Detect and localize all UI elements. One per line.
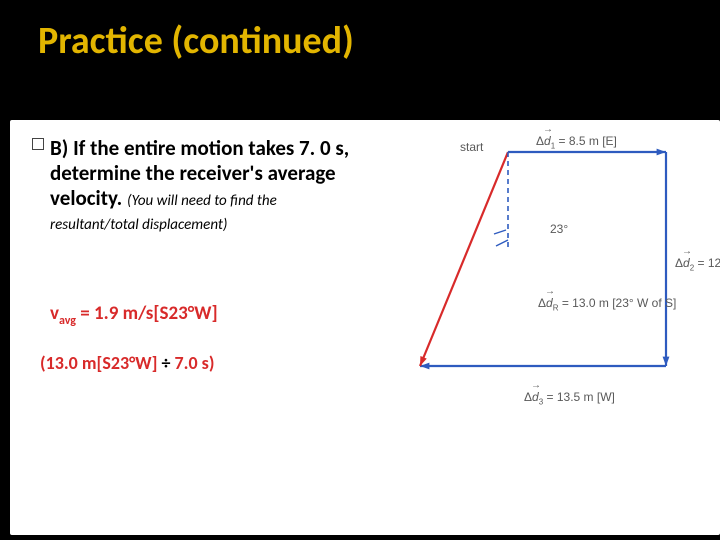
dR-label: Δd→R = 13.0 m [23° W of S]	[538, 296, 676, 312]
slide: Practice (continued) B) If the entire mo…	[0, 0, 720, 540]
bullet-text: B) If the entire motion takes 7. 0 s, de…	[50, 136, 366, 235]
start-label: start	[460, 140, 483, 154]
calc-open: (13.0 m[S23°W]	[40, 352, 157, 374]
vector-diagram: start 23° Δd→1 = 8.5 m [E] Δd→2 = 12.0 m…	[390, 126, 710, 436]
d2-label: Δd→2 = 12.0 m [S]	[675, 256, 720, 272]
calc-close: 7.0 s)	[175, 352, 215, 374]
angle-label: 23°	[550, 222, 568, 236]
vavg-value: = 1.9 m/s[S23°W]	[76, 302, 218, 325]
d1-label: Δd→1 = 8.5 m [E]	[536, 134, 617, 150]
square-bullet-icon	[32, 138, 44, 150]
dR-val: 13.0 m [23° W of S]	[572, 296, 676, 310]
bullet-block: B) If the entire motion takes 7. 0 s, de…	[44, 136, 366, 235]
d3-val: 13.5 m [W]	[557, 390, 615, 404]
content-area: B) If the entire motion takes 7. 0 s, de…	[10, 120, 720, 535]
d2-val: 12.0 m [S]	[708, 256, 720, 270]
calc-div: ÷	[157, 352, 174, 374]
vavg-sub: avg	[59, 314, 76, 328]
slide-title: Practice (continued)	[38, 18, 354, 64]
d3-label: Δd→3 = 13.5 m [W]	[524, 390, 615, 406]
vavg-v: v	[50, 302, 59, 325]
bullet-label: B)	[50, 135, 68, 161]
d1-val: 8.5 m [E]	[569, 134, 617, 148]
answer-vavg: vavg = 1.9 m/s[S23°W]	[50, 302, 218, 328]
answer-calc: (13.0 m[S23°W] ÷ 7.0 s)	[40, 352, 214, 374]
